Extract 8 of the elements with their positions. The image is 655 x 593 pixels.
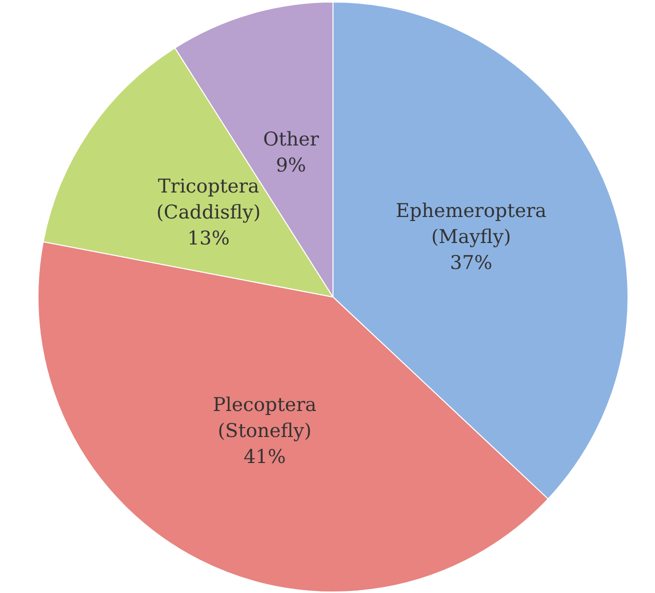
data-label: 41% xyxy=(244,446,286,468)
data-label: 13% xyxy=(187,227,230,250)
data-label: 37% xyxy=(450,252,492,274)
slice-label: Tricoptera (Caddisfly) xyxy=(156,175,261,224)
slice-label: Other xyxy=(263,128,320,150)
slice-label: Plecoptera (Stonefly) xyxy=(212,394,316,442)
slice-label: Ephemeroptera (Mayfly) xyxy=(396,200,546,248)
data-label: 9% xyxy=(276,154,306,176)
